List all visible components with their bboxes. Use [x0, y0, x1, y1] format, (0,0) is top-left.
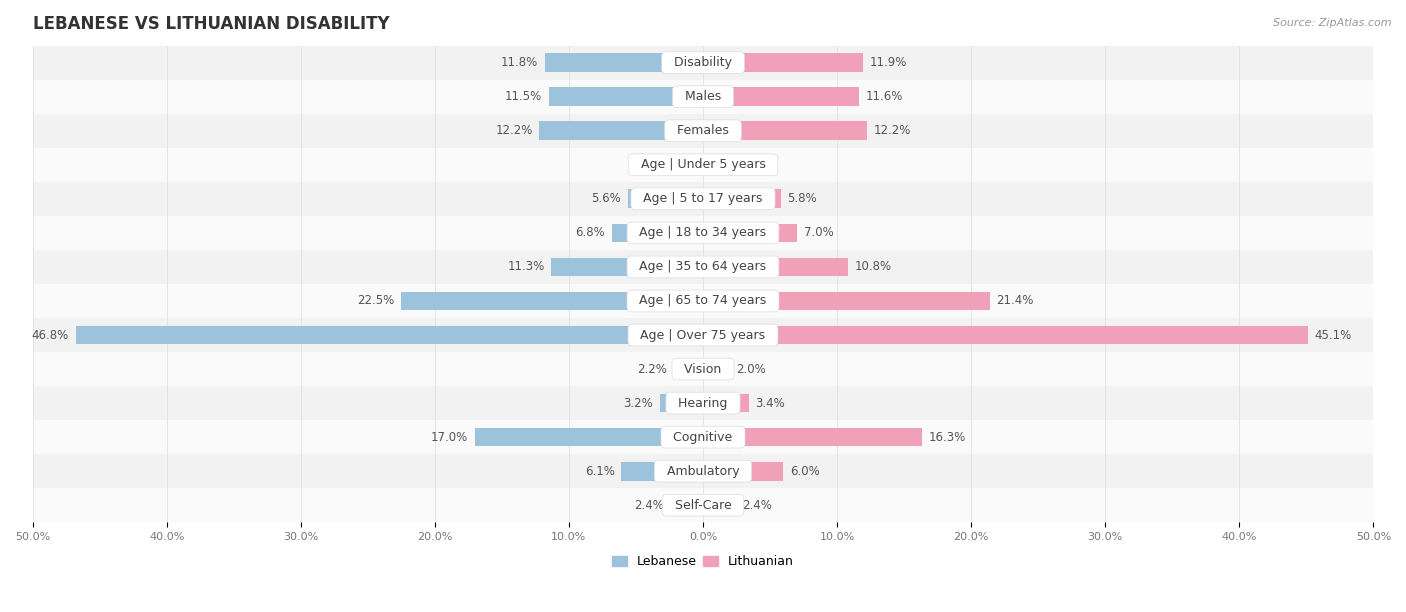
Text: 22.5%: 22.5%	[357, 294, 395, 307]
Text: Self-Care: Self-Care	[666, 499, 740, 512]
Text: 46.8%: 46.8%	[31, 329, 69, 341]
Text: 6.0%: 6.0%	[790, 465, 820, 477]
Text: Ambulatory: Ambulatory	[658, 465, 748, 477]
Text: 11.5%: 11.5%	[505, 90, 543, 103]
FancyBboxPatch shape	[32, 182, 1374, 216]
Text: 2.4%: 2.4%	[634, 499, 664, 512]
FancyBboxPatch shape	[32, 250, 1374, 284]
Bar	[548, 88, 703, 106]
Bar	[540, 121, 703, 140]
Bar	[703, 190, 780, 208]
Text: 45.1%: 45.1%	[1315, 329, 1351, 341]
Text: 7.0%: 7.0%	[804, 226, 834, 239]
Text: LEBANESE VS LITHUANIAN DISABILITY: LEBANESE VS LITHUANIAN DISABILITY	[32, 15, 389, 33]
Text: 11.9%: 11.9%	[869, 56, 907, 69]
Bar	[703, 394, 748, 412]
FancyBboxPatch shape	[32, 114, 1374, 147]
Text: 6.8%: 6.8%	[575, 226, 605, 239]
Bar	[612, 223, 703, 242]
FancyBboxPatch shape	[32, 352, 1374, 386]
Bar	[659, 394, 703, 412]
Bar	[551, 258, 703, 276]
FancyBboxPatch shape	[32, 46, 1374, 80]
Bar	[544, 53, 703, 72]
FancyBboxPatch shape	[32, 386, 1374, 420]
Text: Age | 5 to 17 years: Age | 5 to 17 years	[636, 192, 770, 206]
FancyBboxPatch shape	[32, 454, 1374, 488]
Text: 17.0%: 17.0%	[432, 431, 468, 444]
Bar	[703, 121, 866, 140]
Text: Males: Males	[676, 90, 730, 103]
Text: 5.8%: 5.8%	[787, 192, 817, 206]
Text: 11.3%: 11.3%	[508, 261, 544, 274]
Bar	[671, 496, 703, 515]
FancyBboxPatch shape	[32, 488, 1374, 522]
Text: 16.3%: 16.3%	[928, 431, 966, 444]
Text: Age | 65 to 74 years: Age | 65 to 74 years	[631, 294, 775, 307]
Text: 1.3%: 1.3%	[650, 159, 679, 171]
Text: Vision: Vision	[676, 362, 730, 376]
Bar	[703, 462, 783, 480]
Text: 3.4%: 3.4%	[755, 397, 785, 409]
Text: Source: ZipAtlas.com: Source: ZipAtlas.com	[1274, 18, 1392, 28]
Text: 2.4%: 2.4%	[742, 499, 772, 512]
Text: 12.2%: 12.2%	[495, 124, 533, 137]
Bar	[673, 360, 703, 378]
Legend: Lebanese, Lithuanian: Lebanese, Lithuanian	[607, 550, 799, 573]
Bar	[703, 258, 848, 276]
Text: Disability: Disability	[666, 56, 740, 69]
Bar	[703, 291, 990, 310]
Bar	[703, 428, 921, 447]
Bar	[703, 53, 862, 72]
FancyBboxPatch shape	[32, 216, 1374, 250]
FancyBboxPatch shape	[32, 147, 1374, 182]
Text: 3.2%: 3.2%	[624, 397, 654, 409]
Text: 10.8%: 10.8%	[855, 261, 891, 274]
Bar	[703, 360, 730, 378]
Bar	[703, 155, 724, 174]
Bar	[703, 496, 735, 515]
Text: 6.1%: 6.1%	[585, 465, 614, 477]
Text: 2.0%: 2.0%	[737, 362, 766, 376]
Text: Age | Over 75 years: Age | Over 75 years	[633, 329, 773, 341]
Bar	[628, 190, 703, 208]
Bar	[401, 291, 703, 310]
Text: Age | 35 to 64 years: Age | 35 to 64 years	[631, 261, 775, 274]
FancyBboxPatch shape	[32, 284, 1374, 318]
Text: Hearing: Hearing	[671, 397, 735, 409]
FancyBboxPatch shape	[32, 80, 1374, 114]
Bar	[703, 326, 1308, 345]
Text: 11.6%: 11.6%	[865, 90, 903, 103]
Bar	[76, 326, 703, 345]
Text: 2.2%: 2.2%	[637, 362, 666, 376]
Text: 12.2%: 12.2%	[873, 124, 911, 137]
Text: Age | 18 to 34 years: Age | 18 to 34 years	[631, 226, 775, 239]
Text: 5.6%: 5.6%	[592, 192, 621, 206]
Text: 1.6%: 1.6%	[731, 159, 761, 171]
FancyBboxPatch shape	[32, 420, 1374, 454]
Text: 21.4%: 21.4%	[997, 294, 1033, 307]
Bar	[703, 88, 859, 106]
Text: Females: Females	[669, 124, 737, 137]
Bar	[686, 155, 703, 174]
Bar	[475, 428, 703, 447]
FancyBboxPatch shape	[32, 318, 1374, 352]
Text: Cognitive: Cognitive	[665, 431, 741, 444]
Text: 11.8%: 11.8%	[501, 56, 538, 69]
Bar	[621, 462, 703, 480]
Text: Age | Under 5 years: Age | Under 5 years	[633, 159, 773, 171]
Bar	[703, 223, 797, 242]
